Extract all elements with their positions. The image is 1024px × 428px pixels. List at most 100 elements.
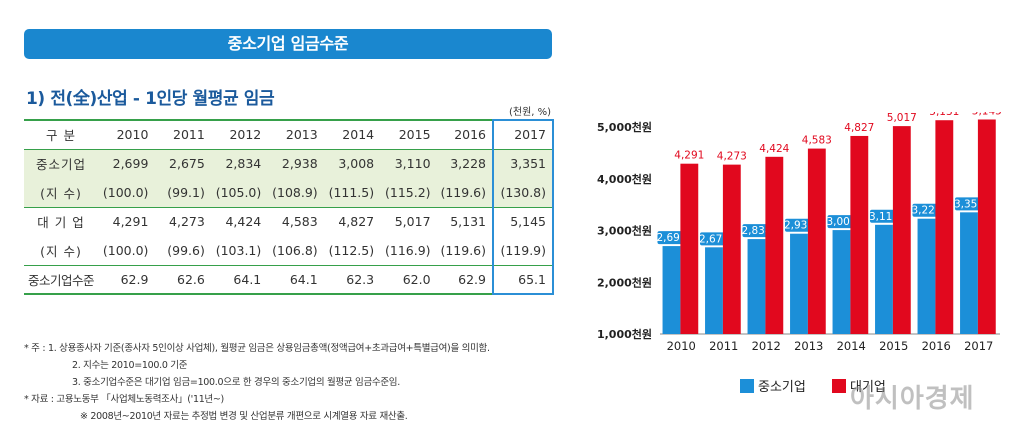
watermark-text: 아시아경제 <box>850 384 975 414</box>
bar-large <box>680 163 699 334</box>
legend-label: 중소기업 <box>758 380 806 395</box>
table-row: 중소기업 2,699 2,675 2,834 2,938 3,008 3,110… <box>24 149 554 178</box>
table-cell: (99.6) <box>167 242 205 258</box>
table-header-cell: 2016 <box>454 127 486 143</box>
bar-large <box>722 164 741 334</box>
section-title: 1) 전(全)산업 - 1인당 월평균 임금 <box>26 89 275 109</box>
table-row: (지 수) (100.0) (99.6) (103.1) (106.8) (11… <box>24 236 554 265</box>
table-header-row: 구 분 2010 2011 2012 2013 2014 2015 2016 2… <box>24 119 554 149</box>
table-header-cell: 2014 <box>342 127 375 143</box>
table-cell: (103.1) <box>215 242 262 258</box>
banner-title: 중소기업 임금수준 <box>24 29 552 59</box>
unit-note: (천원, %) <box>509 107 552 118</box>
table-cell: 5,145 <box>492 207 554 236</box>
table-cell: (100.0) <box>102 242 149 258</box>
table-header-cell-highlight: 2017 <box>492 119 554 149</box>
table-cell: 62.0 <box>402 271 431 287</box>
footnote-line: ※ 2008년~2010년 자료는 추정법 변경 및 산업분류 개편으로 시계열… <box>80 411 408 422</box>
table-cell: 2,834 <box>225 156 262 172</box>
table-cell: 2,938 <box>281 156 318 172</box>
table-header-cell: 2011 <box>173 127 205 143</box>
footnotes: * 주 : 1. 상용종사자 기준(종사자 5인이상 사업체), 월평균 임금은… <box>24 340 490 425</box>
data-label-bg <box>657 231 686 245</box>
table-cell: 2,675 <box>169 156 205 172</box>
table-cell: 62.9 <box>458 271 486 287</box>
data-label: 4,583 <box>802 135 832 147</box>
table-cell: 3,110 <box>394 156 431 172</box>
y-tick-label: 1,000천원 <box>597 327 652 341</box>
table-cell: (115.2) <box>384 184 431 200</box>
table-cell: 62.9 <box>120 271 149 287</box>
table-cell: 4,583 <box>281 214 318 230</box>
table-cell: (100.0) <box>102 184 149 200</box>
x-tick-label: 2017 <box>964 339 993 353</box>
bar-large <box>977 119 996 334</box>
y-tick-label: 5,000천원 <box>597 120 652 134</box>
data-label-bg <box>742 224 771 238</box>
bar-sme <box>960 212 978 334</box>
table-cell: 3,351 <box>492 149 554 178</box>
y-tick-label: 3,000천원 <box>597 224 652 238</box>
footnote-line: * 자료 : 고용노동부 「사업체노동력조사」('11년~) <box>24 394 224 405</box>
table-cell: 4,291 <box>112 214 149 230</box>
table-cell: 64.1 <box>289 271 318 287</box>
table-cell: 2,699 <box>112 156 149 172</box>
bar-large <box>765 156 784 334</box>
bar-sme <box>790 233 808 334</box>
data-label: 2,938 <box>784 220 814 232</box>
wage-bar-chart: 1,000천원 2,000천원 3,000천원 4,000천원 5,000천원 2,699… <box>597 112 1002 353</box>
table-cell: 62.6 <box>177 271 205 287</box>
row-label: (지 수) <box>40 185 82 201</box>
data-label: 3,351 <box>954 198 984 210</box>
table-cell: 4,273 <box>169 214 205 230</box>
table-cell: (116.9) <box>384 242 431 258</box>
table-cell: 3,008 <box>338 156 375 172</box>
data-label-bg <box>784 218 813 232</box>
row-label: 대 기 업 <box>37 215 85 231</box>
table-header-cell: 구 분 <box>46 128 76 144</box>
data-label: 5,131 <box>929 112 959 118</box>
table-cell: (108.9) <box>272 184 318 200</box>
legend-swatch-sme <box>740 379 754 393</box>
data-label: 3,110 <box>869 211 899 223</box>
y-tick-label: 4,000천원 <box>597 172 652 186</box>
x-tick-label: 2015 <box>879 339 908 353</box>
data-label: 4,291 <box>674 150 704 162</box>
table-cell: (106.8) <box>272 242 318 258</box>
data-label-bg <box>827 215 856 229</box>
bar-sme <box>875 224 893 334</box>
bar-large <box>807 148 826 334</box>
table-header-cell: 2012 <box>229 127 262 143</box>
data-label: 3,008 <box>826 216 856 228</box>
x-tick-label: 2010 <box>667 339 696 353</box>
table-cell: (130.8) <box>492 178 554 207</box>
x-tick-label: 2016 <box>922 339 951 353</box>
bar-sme <box>832 230 851 334</box>
legend-item-large: 대기업 <box>832 376 886 395</box>
row-label: (지 수) <box>40 243 82 259</box>
legend-swatch-large <box>832 379 846 393</box>
table-cell: (99.1) <box>167 184 205 200</box>
row-label: 중소기업 <box>35 157 86 173</box>
data-label: 5,145 <box>972 112 1002 117</box>
table-row: (지 수) (100.0) (99.1) (105.0) (108.9) (11… <box>24 178 554 207</box>
data-label-bg <box>869 209 898 223</box>
legend-label: 대기업 <box>850 380 886 395</box>
table-cell: 3,228 <box>450 156 486 172</box>
x-tick-label: 2014 <box>837 339 866 353</box>
data-label: 5,017 <box>887 112 917 124</box>
table-header-cell: 2013 <box>285 127 318 143</box>
x-tick-label: 2011 <box>709 339 738 353</box>
bar-large <box>935 120 954 334</box>
data-label: 2,675 <box>699 233 729 245</box>
data-label-bg <box>699 232 728 246</box>
x-tick-label: 2012 <box>752 339 781 353</box>
table-cell: 62.3 <box>346 271 375 287</box>
table-cell: (119.9) <box>492 236 554 265</box>
data-label: 4,827 <box>844 122 874 134</box>
table-cell: 5,131 <box>450 214 486 230</box>
table-header-cell: 2010 <box>116 127 149 143</box>
row-label: 중소기업수준 <box>27 272 95 288</box>
table-cell: 64.1 <box>233 271 262 287</box>
bar-sme <box>747 239 766 334</box>
